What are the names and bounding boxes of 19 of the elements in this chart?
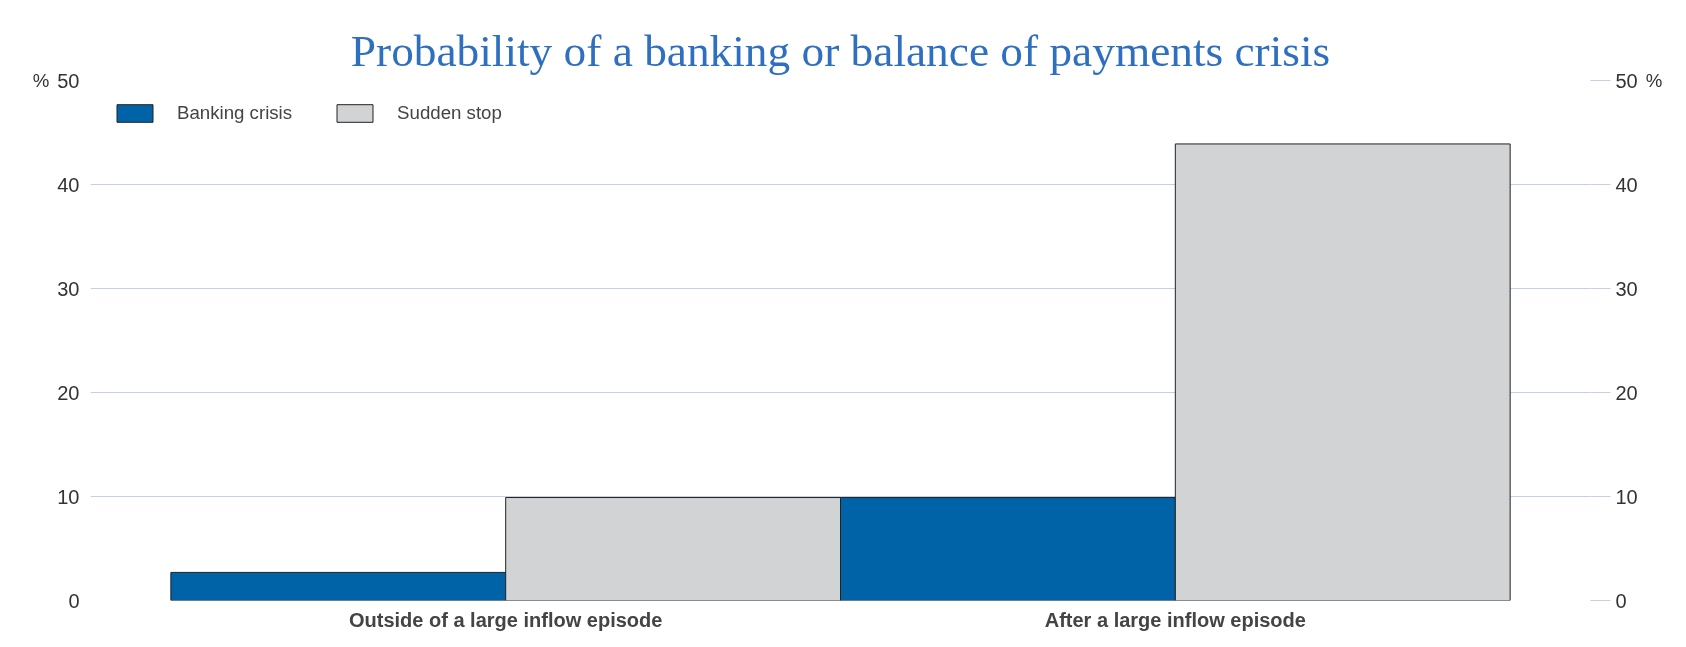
y-tick-label: 10 <box>57 485 80 508</box>
y-tick-label: 50 <box>57 69 80 92</box>
y-tick-label: 0 <box>68 589 80 612</box>
y2-axis-title: % <box>1645 70 1663 91</box>
y2-tick-label: 10 <box>1615 485 1638 508</box>
y-tick-label: 40 <box>57 173 80 196</box>
y-tick-label: 20 <box>57 381 80 404</box>
y-tick-label: 30 <box>57 277 80 300</box>
legend-label: Sudden stop <box>397 102 502 124</box>
chart-title: Probability of a banking or balance of payments crisis <box>350 25 1331 76</box>
y2-tick-label: 50 <box>1615 69 1638 92</box>
legend-label: Banking crisis <box>177 102 293 124</box>
x-tick-label: After a large inflow episode <box>1044 608 1306 631</box>
y-axis-title: % <box>32 70 50 91</box>
y2-tick-label: 20 <box>1615 381 1638 404</box>
y2-tick-label: 40 <box>1615 173 1638 196</box>
y2-tick-label: 0 <box>1615 589 1627 612</box>
y2-tick-label: 30 <box>1615 277 1638 300</box>
x-tick-label: Outside of a large inflow episode <box>348 608 663 631</box>
